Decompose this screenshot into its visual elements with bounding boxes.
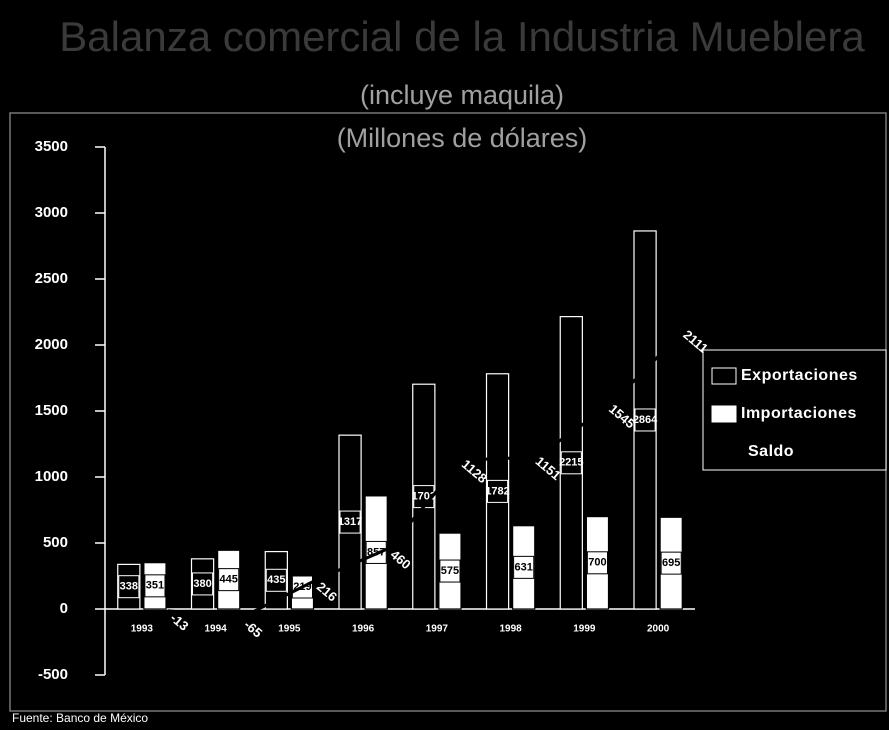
- x-tick-label: 1998: [500, 624, 523, 635]
- value-label-box: [560, 451, 582, 475]
- y-tick-label: 1000: [35, 468, 68, 485]
- legend-label: Saldo: [748, 443, 794, 460]
- x-tick-label: 1995: [278, 624, 301, 635]
- value-label-box: [339, 510, 361, 534]
- y-tick-label: 2500: [35, 270, 68, 287]
- x-tick-label: 1996: [352, 624, 375, 635]
- value-label: 351: [146, 580, 164, 592]
- chart-subtitle: (Millones de dólares): [337, 123, 588, 153]
- value-label-box: [118, 575, 140, 599]
- value-label-box: [439, 559, 461, 583]
- value-label-box: [586, 551, 608, 575]
- x-tick-label: 2000: [647, 624, 670, 635]
- value-label: 631: [515, 561, 533, 573]
- value-label: 695: [662, 557, 680, 569]
- value-label: 2864: [633, 414, 658, 426]
- saldo-line: [167, 329, 686, 620]
- y-tick-label: 500: [43, 534, 68, 551]
- x-tick-label: 1997: [426, 624, 449, 635]
- value-label: 700: [588, 557, 606, 569]
- value-label: 435: [267, 574, 285, 586]
- x-tick-label: 1999: [573, 624, 596, 635]
- value-label: 575: [441, 565, 459, 577]
- value-label-box: [192, 572, 214, 596]
- legend-label: Importaciones: [741, 405, 857, 422]
- value-label: 380: [193, 578, 211, 590]
- y-tick-label: 3500: [35, 138, 68, 155]
- chart-subtitle: (incluye maquila): [360, 80, 564, 110]
- value-label-box: [487, 479, 509, 503]
- legend-swatch: [711, 367, 737, 385]
- value-label: 2215: [559, 457, 583, 469]
- value-label-box: [265, 568, 287, 592]
- y-tick-label: 1500: [35, 402, 68, 419]
- value-label-box: [144, 574, 166, 598]
- legend-swatch: [711, 405, 737, 423]
- value-label: 1782: [485, 485, 509, 497]
- chart-title: Balanza comercial de la Industria Mueble…: [59, 13, 865, 60]
- y-tick-label: -500: [38, 666, 68, 683]
- value-label-box: [634, 408, 656, 432]
- y-tick-label: 0: [60, 600, 68, 617]
- value-label-box: [513, 555, 535, 579]
- legend-label: Exportaciones: [741, 367, 858, 384]
- x-tick-label: 1994: [205, 624, 228, 635]
- y-tick-label: 2000: [35, 336, 68, 353]
- value-label-box: [660, 551, 682, 575]
- y-tick-label: 3000: [35, 204, 68, 221]
- value-label-box: [218, 568, 240, 592]
- source-note: Fuente: Banco de México: [12, 711, 148, 725]
- value-label: 445: [220, 574, 238, 586]
- value-label: 1317: [338, 516, 362, 528]
- value-label: 338: [120, 581, 138, 593]
- x-tick-label: 1993: [131, 624, 154, 635]
